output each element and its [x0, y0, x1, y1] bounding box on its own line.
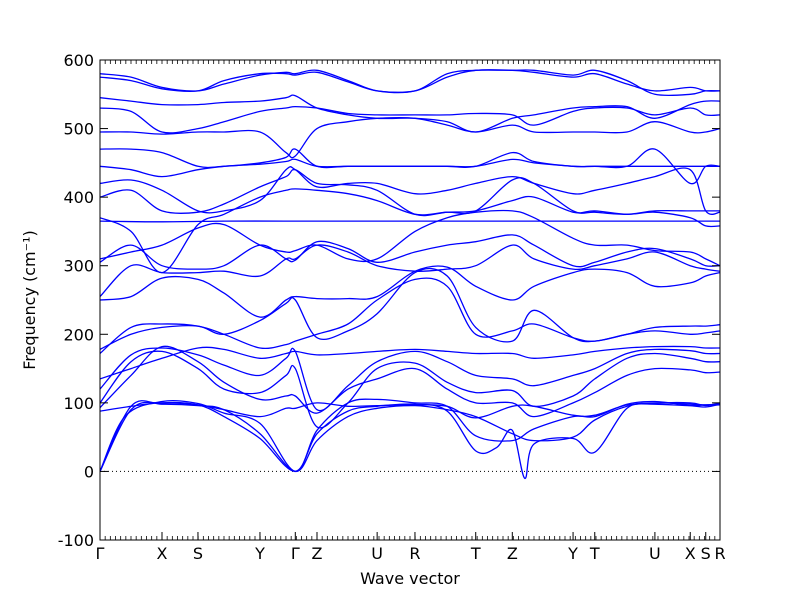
dispersion-branch-2 [100, 401, 720, 479]
x-tick-label: S [701, 544, 711, 563]
x-axis-label: Wave vector [360, 569, 460, 588]
dispersion-branch-19 [100, 158, 720, 178]
y-tick-label: 0 [84, 462, 94, 481]
x-tick-label: X [685, 544, 696, 563]
dispersion-branch-6 [100, 350, 720, 429]
dispersion-branch-1 [100, 400, 720, 473]
x-tick-label: Z [312, 544, 323, 563]
y-axis: -100 0 100 200 300 400 500 600 [58, 51, 720, 550]
x-tick-label: U [649, 544, 661, 563]
dispersion-branch-7 [100, 347, 720, 412]
dispersion-branch-9 [100, 277, 720, 354]
dispersion-branch-25 [100, 69, 720, 97]
x-tick-label: S [193, 544, 203, 563]
y-tick-label: 100 [63, 394, 94, 413]
dispersion-branch-10 [100, 267, 720, 350]
dispersion-branch-23 [100, 94, 720, 133]
x-tick-label: Y [254, 544, 265, 563]
dispersion-branch-18 [100, 166, 720, 215]
y-tick-label: 300 [63, 257, 94, 276]
y-tick-label: 200 [63, 325, 94, 344]
dispersion-branch-8 [100, 345, 720, 380]
y-axis-label: Frequency (cm⁻¹) [20, 230, 39, 369]
x-tick-label: T [470, 544, 481, 563]
dispersion-branch-20 [100, 148, 720, 185]
dispersion-branch-14 [100, 209, 720, 267]
x-tick-label: T [589, 544, 600, 563]
dispersion-branch-11 [100, 265, 720, 318]
x-tick-label: U [371, 544, 383, 563]
dispersion-branch-5 [100, 345, 720, 418]
x-tick-label: Z [507, 544, 518, 563]
x-tick-label: R [714, 544, 725, 563]
x-tick-label: X [157, 544, 168, 563]
dispersion-branch-15 [100, 220, 720, 223]
dispersion-branch-3 [100, 398, 720, 473]
dispersion-branch-22 [100, 105, 720, 134]
x-tick-label: Y [567, 544, 578, 563]
dispersion-branch-16 [100, 188, 720, 274]
x-tick-label: R [409, 544, 420, 563]
y-tick-label: 600 [63, 51, 94, 70]
y-tick-label: 500 [63, 120, 94, 139]
y-tick-label: -100 [58, 531, 94, 550]
dispersion-branch-21 [100, 116, 720, 159]
dispersion-branch-13 [100, 234, 720, 270]
dispersion-branch-12 [100, 244, 720, 298]
x-tick-label: Γ [291, 544, 300, 563]
plot-area [99, 59, 721, 541]
y-tick-label: 400 [63, 188, 94, 207]
x-tick-label: Γ [96, 544, 105, 563]
dispersion-branch-4 [100, 402, 720, 419]
dispersion-branch-17 [100, 168, 720, 217]
